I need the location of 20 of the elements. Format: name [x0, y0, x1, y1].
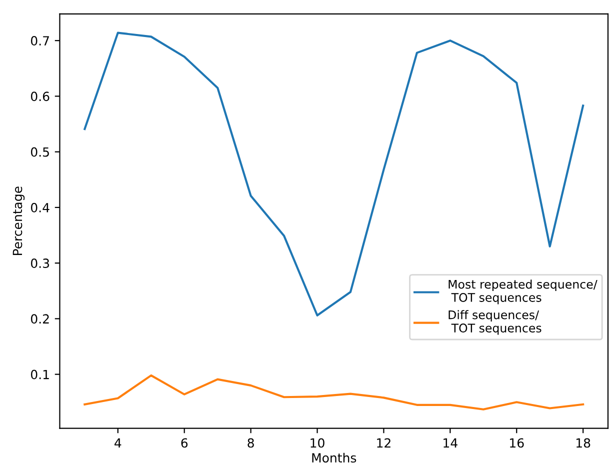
y-tick-label: 0.3: [30, 258, 50, 268]
y-tick-label: 0.2: [30, 314, 49, 324]
y-tick-label: 0.6: [30, 92, 50, 102]
y-tick-label: 0.4: [30, 202, 50, 212]
legend-label: Diff sequences/ TOT sequences: [448, 310, 542, 335]
y-tick-label: 0.1: [30, 370, 49, 380]
x-axis-title: Months: [312, 452, 356, 463]
y-tick-label: 0.5: [30, 147, 49, 157]
x-tick-label: 12: [377, 438, 390, 448]
x-tick-label: 14: [444, 438, 458, 448]
x-tick-label: 4: [114, 438, 122, 448]
x-tick-label: 8: [248, 438, 254, 448]
x-tick-label: 6: [181, 438, 188, 448]
line-series: [84, 374, 584, 410]
x-tick-label: 18: [576, 438, 590, 448]
legend-label: Most repeated sequence/ TOT sequences: [448, 280, 598, 304]
y-tick-label: 0.7: [30, 36, 49, 46]
y-axis-title: Percentage: [12, 186, 25, 256]
x-tick-label: 16: [510, 438, 524, 448]
x-tick-label: 10: [310, 438, 324, 448]
